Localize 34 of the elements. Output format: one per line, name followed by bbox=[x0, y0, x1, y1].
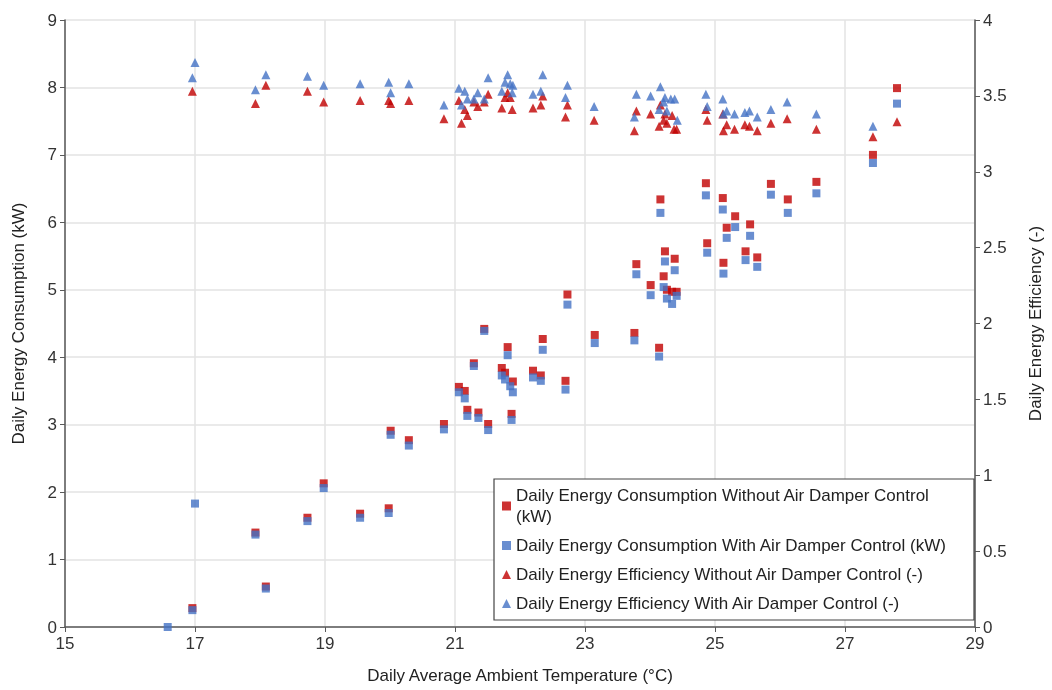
y2-tick-label: 2.5 bbox=[983, 238, 1007, 258]
y2-tick-label: 1 bbox=[983, 465, 993, 485]
legend-label: Daily Energy Efficiency With Air Damper Control (-) bbox=[516, 594, 900, 613]
y-axis-title: Daily Energy Consumption (kW) bbox=[9, 202, 28, 445]
y2-tick-label: 0 bbox=[983, 617, 993, 637]
y-tick-label: 0 bbox=[47, 617, 57, 637]
y-tick-label: 2 bbox=[47, 482, 57, 502]
y2-tick-label: 0.5 bbox=[983, 541, 1007, 561]
x-tick-label: 27 bbox=[835, 634, 855, 653]
y-tick-label: 8 bbox=[47, 77, 57, 97]
y2-tick-label: 3 bbox=[983, 162, 993, 182]
y-tick-label: 9 bbox=[47, 10, 57, 30]
x-tick-label: 19 bbox=[315, 634, 335, 653]
y-tick-label: 4 bbox=[47, 347, 57, 367]
legend-label: Daily Energy Consumption With Air Damper Control (kW) bbox=[516, 536, 946, 555]
x-tick-label: 15 bbox=[55, 634, 75, 653]
y2-tick-label: 3.5 bbox=[983, 86, 1007, 106]
x-axis-title: Daily Average Ambient Temperature (°C) bbox=[367, 666, 673, 685]
y2-tick-label: 1.5 bbox=[983, 389, 1007, 409]
y2-tick-label: 2 bbox=[983, 314, 993, 333]
legend-label: Daily Energy Consumption Without Air Damper Control (kW) bbox=[516, 486, 934, 526]
y-tick-label: 3 bbox=[47, 415, 57, 435]
y2-axis-title: Daily Energy Efficiency (-) bbox=[1026, 225, 1045, 422]
y-tick-label: 1 bbox=[47, 550, 57, 570]
y-tick-label: 7 bbox=[47, 145, 57, 165]
x-tick-label: 21 bbox=[445, 634, 465, 653]
x-tick-label: 23 bbox=[575, 634, 595, 653]
x-tick-label: 17 bbox=[185, 634, 205, 653]
x-tick-label: 25 bbox=[705, 634, 725, 653]
legend-label: Daily Energy Efficiency Without Air Damper Control (-) bbox=[516, 565, 923, 584]
y-tick-label: 6 bbox=[47, 212, 57, 232]
y2-tick-label: 4 bbox=[983, 10, 993, 30]
x-tick-label: 29 bbox=[965, 634, 985, 653]
y-tick-label: 5 bbox=[47, 280, 57, 300]
